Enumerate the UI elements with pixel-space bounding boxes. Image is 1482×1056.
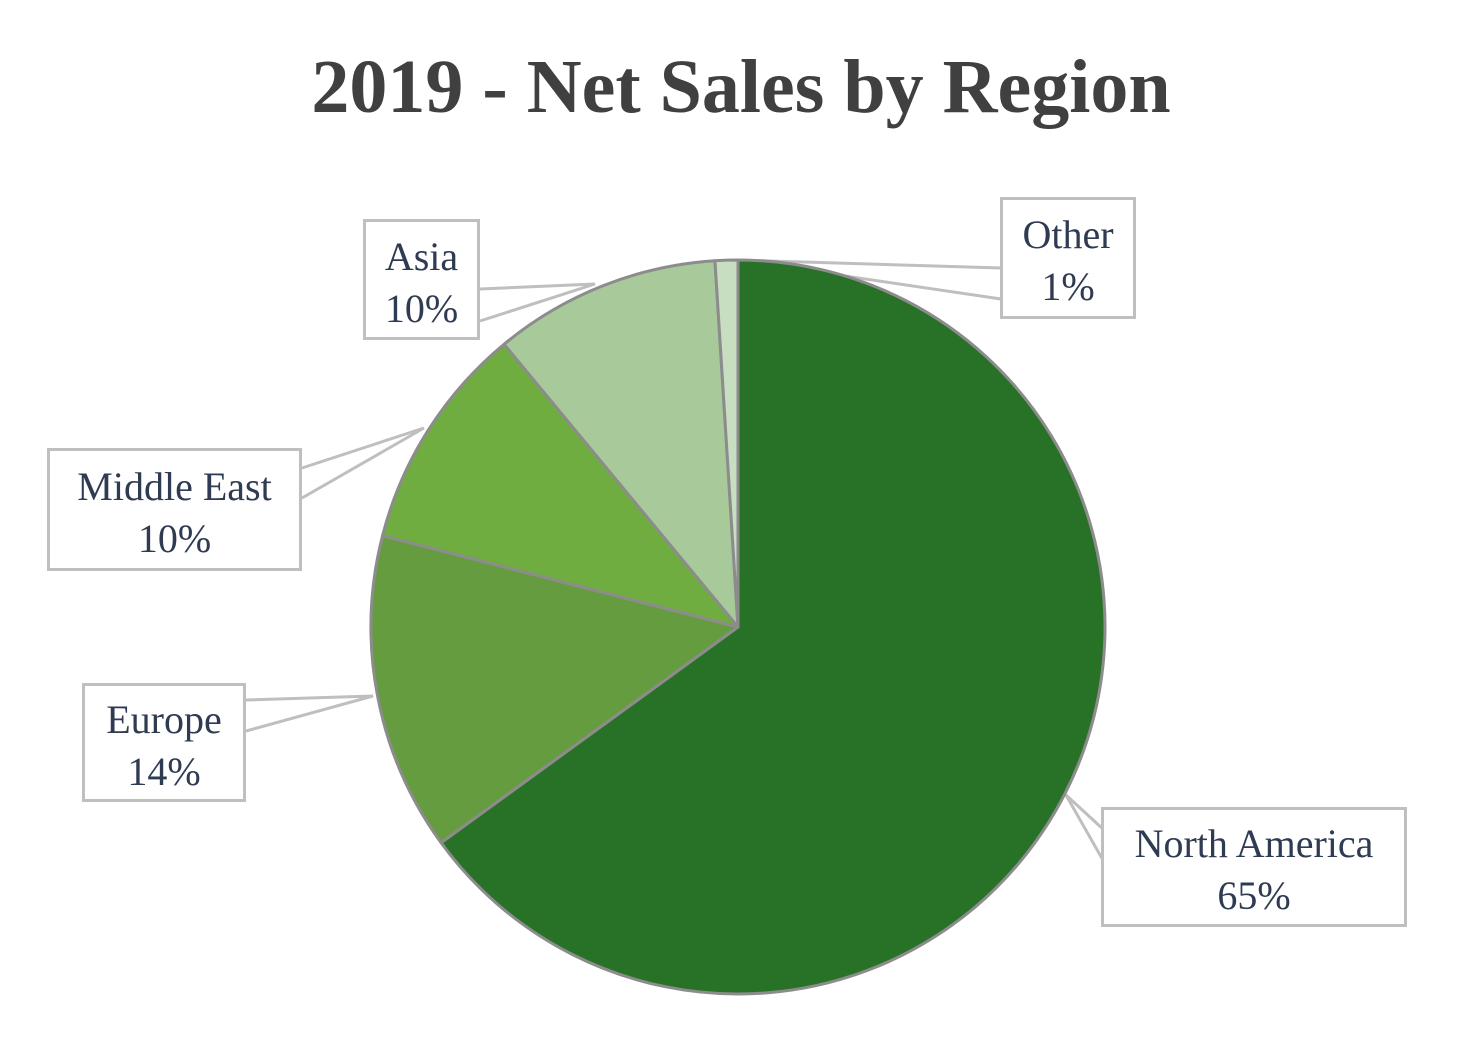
- callout-label: Other: [1022, 212, 1114, 257]
- pie-slice-middle-east: [381, 342, 740, 629]
- callout-asia: Asia 10%: [363, 219, 480, 340]
- callout-value: 65%: [1217, 873, 1291, 918]
- callout-north-america: North America 65%: [1101, 807, 1407, 927]
- callout-label: Europe: [106, 697, 222, 742]
- callout-europe: Europe 14%: [82, 683, 246, 802]
- callout-label: Middle East: [77, 464, 272, 509]
- callout-middle-east: Middle East 10%: [47, 448, 302, 571]
- leader-line-asia: [479, 282, 596, 323]
- pie-slice-north-america: [439, 258, 1107, 996]
- chart-title: 2019 - Net Sales by Region: [311, 45, 1171, 129]
- callout-other: Other 1%: [1000, 197, 1136, 319]
- pie-slices: [369, 258, 1107, 996]
- callout-value: 14%: [127, 749, 201, 794]
- leader-lines: [245, 258, 1106, 863]
- leader-line-north-america: [1064, 793, 1106, 863]
- pie-slice-other: [713, 258, 740, 629]
- leader-line-europe: [245, 694, 374, 733]
- callout-value: 1%: [1041, 264, 1095, 309]
- callout-value: 10%: [137, 516, 212, 561]
- pie-slice-asia: [502, 259, 740, 629]
- callout-label: Asia: [384, 234, 459, 279]
- callout-label: North America: [1134, 821, 1374, 866]
- leader-line-middle-east: [301, 426, 425, 500]
- callout-value: 10%: [384, 286, 459, 331]
- pie-slice-europe: [369, 534, 740, 845]
